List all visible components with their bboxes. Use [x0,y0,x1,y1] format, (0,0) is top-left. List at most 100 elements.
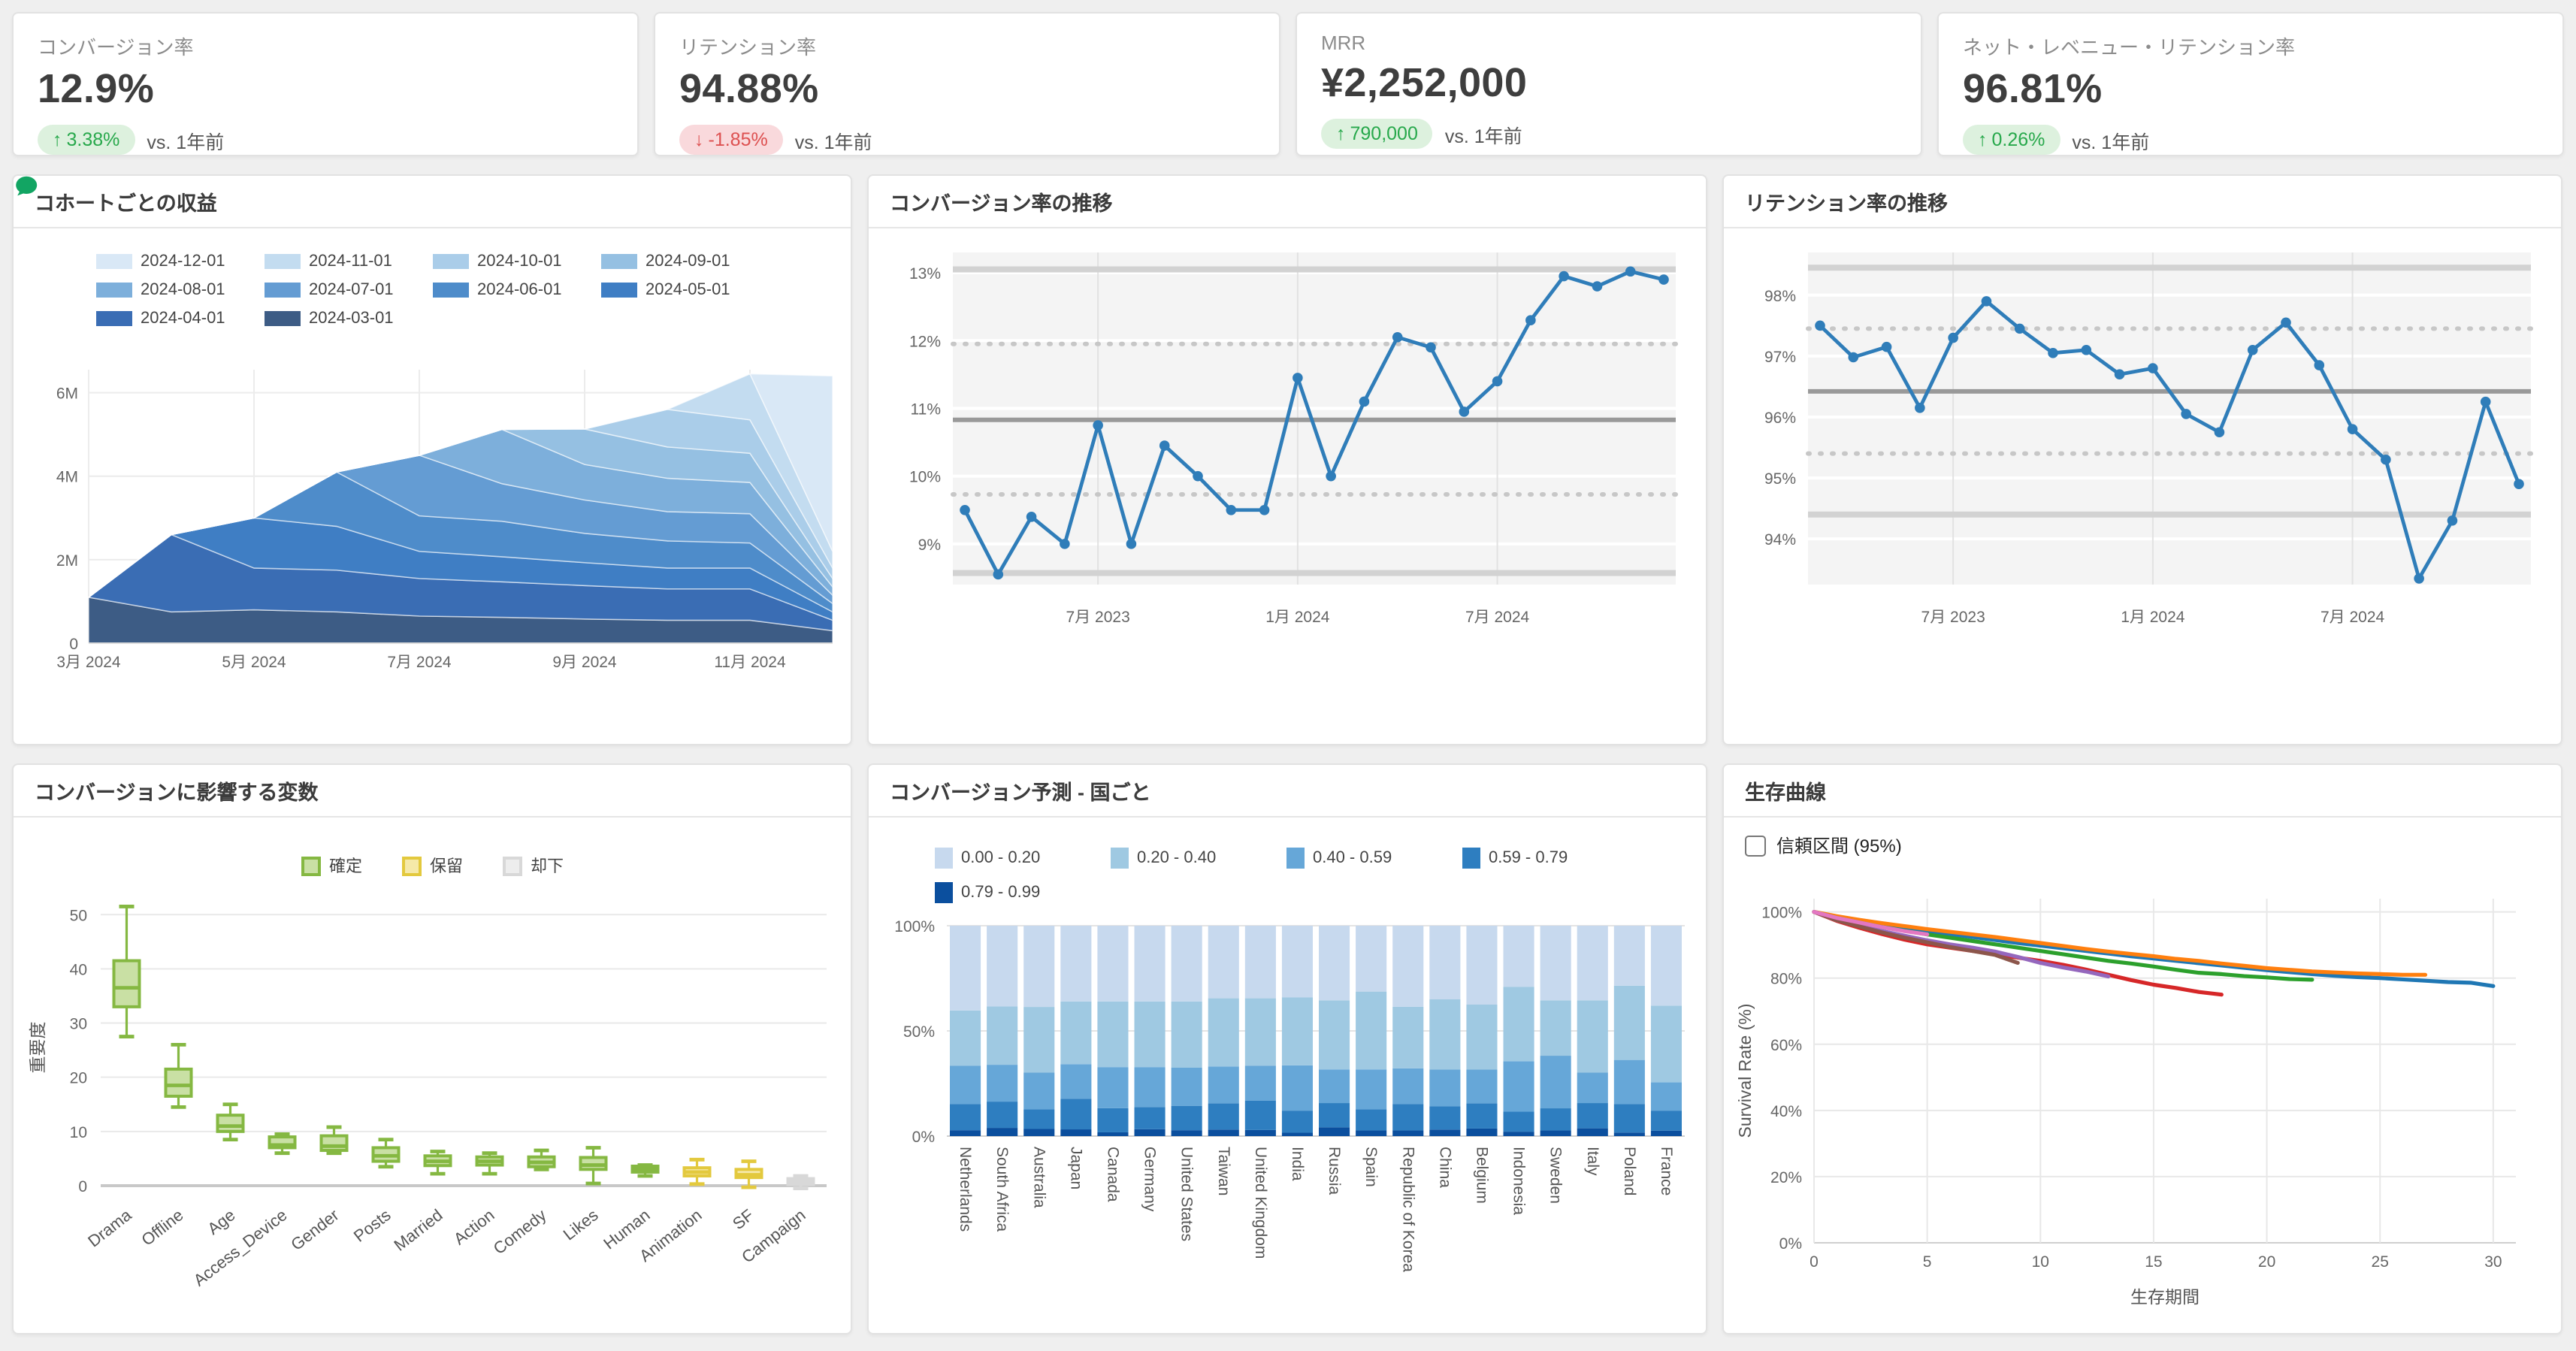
legend-item-確定[interactable]: 確定 [301,854,362,878]
svg-text:9%: 9% [918,536,941,554]
legend-swatch [1286,848,1304,869]
svg-text:100%: 100% [894,918,935,935]
svg-text:重要度: 重要度 [28,1022,47,1074]
legend-item-0.40-0.59[interactable]: 0.40 - 0.59 [1286,848,1462,869]
svg-text:98%: 98% [1764,288,1796,305]
legend-item-0.79-0.99[interactable]: 0.79 - 0.99 [934,882,1110,903]
legend-item-2024-12-01[interactable]: 2024-12-01 [95,252,264,271]
panel-conversion-trend: コンバージョン率の推移 9% 10% 11% 12% 13% 7月 2023 1月 2024… [867,174,1707,745]
legend-swatch [600,254,636,269]
svg-text:Access_Device: Access_Device [190,1205,291,1289]
svg-text:2M: 2M [56,552,78,570]
confidence-interval-checkbox[interactable] [1745,835,1766,856]
svg-text:40: 40 [70,961,87,978]
svg-text:13%: 13% [909,265,941,283]
kpi-value: 96.81% [1963,66,2103,111]
svg-text:Netherlands: Netherlands [957,1147,974,1232]
legend-swatch [95,283,132,298]
svg-text:40%: 40% [1770,1103,1802,1120]
survival-curves-line-chart: 0% 20% 40% 60% 80% 100% 0 5 10 15 20 25 30 生存期間 Surviv… [1735,899,2516,1307]
kpi-card-nrr: ネット・レベニュー・リテンション率 96.81% ↑ 0.26% vs. 1年前 [1937,12,2564,156]
conversion-by-country-stacked-bar-chart: Netherlands South Africa Australia Japan Can… [894,918,1685,1272]
svg-text:96%: 96% [1764,410,1796,427]
panel-conversion-by-country: コンバージョン予測 - 国ごと 0.00 - 0.20 0.20 - 0.40 0.… [867,763,1707,1334]
kpi-label: リテンション率 [679,36,817,59]
legend-swatch [432,283,468,298]
kpi-delta-badge: ↑ 0.26% [1963,125,2060,155]
svg-text:12%: 12% [909,333,941,350]
kpi-value: 94.88% [679,66,819,111]
legend-swatch [264,311,300,326]
legend-swatch [264,283,300,298]
svg-text:7月 2023: 7月 2023 [1066,609,1130,626]
svg-text:Age: Age [204,1205,238,1238]
svg-text:Poland: Poland [1621,1147,1638,1195]
svg-text:15: 15 [2145,1253,2162,1271]
svg-text:生存期間: 生存期間 [2130,1287,2200,1307]
legend-item-2024-08-01[interactable]: 2024-08-01 [95,281,264,299]
svg-text:Spain: Spain [1362,1147,1380,1187]
legend-swatch [432,254,468,269]
svg-text:30: 30 [70,1016,87,1033]
svg-text:9月 2024: 9月 2024 [552,654,617,671]
retention-trend-line-chart: 94% 95% 96% 97% 98% 7月 2023 1月 2024 7月 2024 [1764,252,2533,626]
legend-item-0.20-0.40[interactable]: 0.20 - 0.40 [1110,848,1286,869]
svg-text:Likes: Likes [560,1205,602,1244]
panel-title: コンバージョンに影響する変数 [35,781,319,804]
svg-text:0: 0 [1810,1253,1819,1271]
svg-text:0%: 0% [1779,1235,1802,1253]
legend-item-保留[interactable]: 保留 [401,854,463,878]
confidence-interval-control[interactable]: 信頼区間 (95%) [1745,833,1902,858]
kpi-card-conversion-rate: コンバージョン率 12.9% ↑ 3.38% vs. 1年前 [12,12,639,156]
panel-title: コホートごとの収益 [35,192,217,215]
legend-swatch [934,848,952,869]
legend-swatch [1462,848,1480,869]
legend-item-2024-10-01[interactable]: 2024-10-01 [432,252,600,271]
svg-text:10: 10 [2032,1253,2049,1271]
svg-text:Married: Married [390,1205,446,1255]
kpi-compare-label: vs. 1年前 [794,131,872,153]
legend-item-2024-07-01[interactable]: 2024-07-01 [264,281,432,299]
drivers-legend: 確定 保留 却下 [301,854,564,878]
kpi-card-retention-rate: リテンション率 94.88% ↓ -1.85% vs. 1年前 [654,12,1280,156]
panel-title: 生存曲線 [1745,781,1826,804]
kpi-compare-label: vs. 1年前 [2072,131,2150,153]
kpi-label: ネット・レベニュー・リテンション率 [1963,36,2296,59]
legend-item-2024-04-01[interactable]: 2024-04-01 [95,310,264,328]
panel-retention-trend: リテンション率の推移 94% 95% 96% 97% 98% 7月 2023 1月 2024… [1722,174,2562,745]
svg-text:100%: 100% [1761,905,1802,922]
legend-item-2024-09-01[interactable]: 2024-09-01 [600,252,769,271]
legend-item-0.00-0.20[interactable]: 0.00 - 0.20 [934,848,1110,869]
panel-title: コンバージョン率の推移 [890,192,1113,215]
svg-text:Germany: Germany [1141,1147,1159,1212]
svg-text:7月 2024: 7月 2024 [387,654,452,671]
charts-row-2: コンバージョンに影響する変数 確定 保留 却下 Drama Offline Age Acc… [12,763,2564,1334]
legend-swatch [301,856,320,875]
kpi-row: コンバージョン率 12.9% ↑ 3.38% vs. 1年前 リテンション率 94.… [12,12,2564,156]
svg-text:94%: 94% [1764,531,1796,549]
panel-title: コンバージョン予測 - 国ごと [890,781,1151,804]
legend-item-2024-06-01[interactable]: 2024-06-01 [432,281,600,299]
svg-text:97%: 97% [1764,349,1796,366]
legend-item-2024-11-01[interactable]: 2024-11-01 [264,252,432,271]
legend-item-2024-03-01[interactable]: 2024-03-01 [264,310,432,328]
legend-item-却下[interactable]: 却下 [502,854,564,878]
svg-text:Indonesia: Indonesia [1510,1147,1528,1215]
svg-text:1月 2024: 1月 2024 [2121,609,2185,626]
svg-text:United States: United States [1178,1147,1196,1241]
svg-text:1月 2024: 1月 2024 [1265,609,1330,626]
legend-swatch [264,254,300,269]
panel-title: リテンション率の推移 [1745,192,1948,215]
svg-text:Belgium: Belgium [1473,1147,1490,1204]
svg-text:60%: 60% [1770,1037,1802,1054]
kpi-card-mrr: MRR ¥2,252,000 ↑ 790,000 vs. 1年前 [1296,12,1922,156]
legend-swatch [934,882,952,903]
svg-text:Posts: Posts [350,1205,395,1246]
legend-swatch [401,856,421,875]
country-legend: 0.00 - 0.20 0.20 - 0.40 0.40 - 0.59 0.59 - … [934,848,1640,903]
legend-item-0.59-0.79[interactable]: 0.59 - 0.79 [1462,848,1637,869]
svg-text:Australia: Australia [1030,1147,1048,1208]
panel-cohort-revenue: コホートごとの収益 2024-12-01 2024-11-01 2024-10-01… [12,174,852,745]
legend-item-2024-05-01[interactable]: 2024-05-01 [600,281,769,299]
